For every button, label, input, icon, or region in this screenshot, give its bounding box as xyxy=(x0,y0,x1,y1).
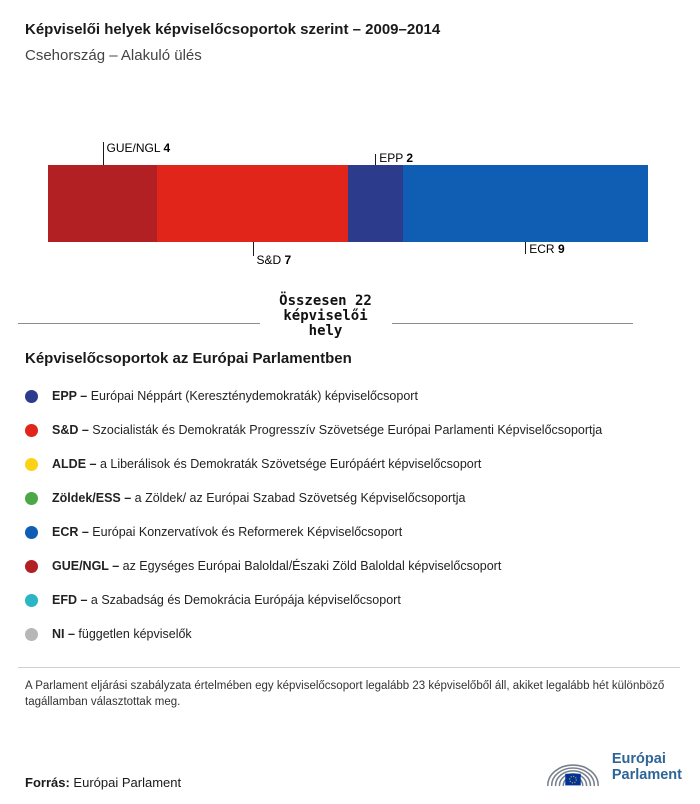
page-subtitle: Csehország – Alakuló ülés xyxy=(25,47,202,64)
bar-segment-ecr xyxy=(402,165,648,242)
ep-hemicycle-icon xyxy=(546,764,599,787)
legend-item-text: S&D – Szocialisták és Demokraták Progres… xyxy=(52,423,603,437)
callout-label: S&D 7 xyxy=(256,253,292,267)
legend-item-text: GUE/NGL – az Egységes Európai Baloldal/É… xyxy=(52,559,502,573)
ep-logo-text: Európai Parlament xyxy=(612,751,682,783)
total-inner: Összesen 22 képviselői hely xyxy=(18,294,633,339)
callout-line xyxy=(375,154,377,165)
legend-item: EPP – Európai Néppárt (Kereszténydemokra… xyxy=(25,379,700,413)
footnote: A Parlament eljárási szabályzata értelmé… xyxy=(25,680,665,709)
legend-color-dot xyxy=(25,559,38,573)
bar-segment-guengl xyxy=(48,165,158,242)
legend-list: EPP – Európai Néppárt (Kereszténydemokra… xyxy=(25,379,700,651)
page-title: Képviselői helyek képviselőcsoportok sze… xyxy=(25,21,441,38)
total-divider: Összesen 22 képviselői hely xyxy=(18,294,633,340)
legend-item: EFD – a Szabadság és Demokrácia Európája… xyxy=(25,583,700,617)
legend-item: NI – független képviselők xyxy=(25,617,700,651)
infographic-page: Képviselői helyek képviselőcsoportok sze… xyxy=(0,21,700,804)
legend-color-dot xyxy=(25,389,38,403)
legend-color-dot xyxy=(25,525,38,539)
seat-chart: GUE/NGL 4 S&D 7 EPP 2 ECR 9 xyxy=(48,137,648,272)
ep-logo-line2: Parlament xyxy=(611,767,682,783)
callout-line xyxy=(525,242,527,254)
callout-label: ECR 9 xyxy=(529,242,565,256)
legend-color-dot xyxy=(25,593,38,607)
legend-color-dot xyxy=(25,627,38,641)
legend-item: Zöldek/ESS – a Zöldek/ az Európai Szabad… xyxy=(25,481,700,515)
legend-color-dot xyxy=(25,457,38,471)
callout-label: GUE/NGL 4 xyxy=(106,141,171,155)
legend-item: S&D – Szocialisták és Demokraták Progres… xyxy=(25,413,700,447)
eu-flag-icon xyxy=(565,773,581,786)
legend-color-dot xyxy=(25,423,38,437)
legend-color-dot xyxy=(25,491,38,505)
ep-logo: Európai Parlament xyxy=(542,744,682,790)
total-seats-label: Összesen 22 képviselői hely xyxy=(259,294,392,339)
stacked-bar xyxy=(48,165,648,242)
callout-label: EPP 2 xyxy=(379,151,414,165)
legend-item-text: EPP – Európai Néppárt (Kereszténydemokra… xyxy=(52,389,418,403)
legend-item: ALDE – a Liberálisok és Demokraták Szöve… xyxy=(25,447,700,481)
legend-item-text: ALDE – a Liberálisok és Demokraták Szöve… xyxy=(52,457,482,471)
legend-item-text: ECR – Európai Konzervatívok és Reformere… xyxy=(52,525,403,539)
ep-logo-line1: Európai xyxy=(611,751,666,767)
footnote-divider xyxy=(18,667,680,668)
callout-line xyxy=(252,242,254,256)
legend-item-text: NI – független képviselők xyxy=(52,627,192,641)
callout-line xyxy=(102,142,104,165)
bar-segment-epp xyxy=(347,165,403,242)
legend-item-text: Zöldek/ESS – a Zöldek/ az Európai Szabad… xyxy=(52,491,466,505)
footer: Forrás: Európai Parlament Európai Parlam… xyxy=(25,744,682,790)
bar-segment-sd xyxy=(157,165,348,242)
legend-title: Képviselőcsoportok az Európai Parlamentb… xyxy=(25,350,352,367)
legend-item-text: EFD – a Szabadság és Demokrácia Európája… xyxy=(52,593,401,607)
legend-item: ECR – Európai Konzervatívok és Reformere… xyxy=(25,515,700,549)
legend-item: GUE/NGL – az Egységes Európai Baloldal/É… xyxy=(25,549,700,583)
